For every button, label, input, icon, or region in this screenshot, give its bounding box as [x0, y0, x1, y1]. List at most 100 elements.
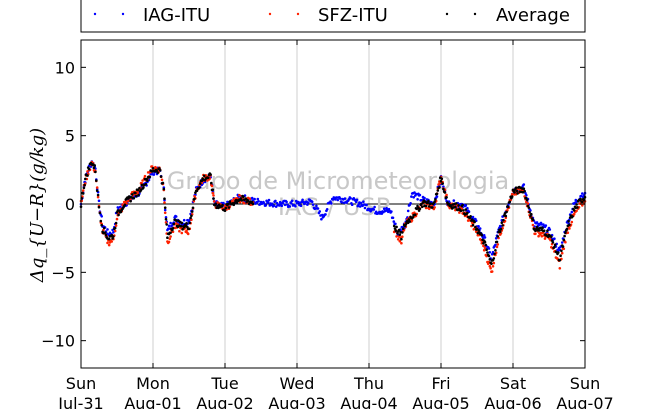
- data-point: [214, 202, 218, 206]
- data-point: [107, 243, 111, 247]
- data-point: [571, 215, 574, 218]
- data-point: [527, 206, 531, 209]
- data-point: [202, 174, 206, 178]
- x-tick-label-date: Aug-05: [412, 394, 469, 409]
- data-point: [212, 200, 216, 203]
- data-point: [325, 208, 329, 211]
- data-point: [461, 203, 464, 207]
- data-point: [510, 192, 514, 196]
- data-point: [359, 201, 363, 205]
- data-point: [146, 179, 149, 182]
- data-point: [510, 195, 514, 198]
- x-tick-label-date: Aug-04: [340, 394, 397, 409]
- data-point: [567, 220, 570, 223]
- data-point: [424, 206, 428, 210]
- data-point: [224, 206, 228, 210]
- data-point: [143, 174, 147, 178]
- data-point: [98, 211, 102, 215]
- data-point: [187, 227, 191, 231]
- data-point: [560, 249, 563, 253]
- data-point: [372, 208, 376, 211]
- data-point: [180, 221, 184, 225]
- data-point: [404, 223, 408, 226]
- data-point: [253, 197, 256, 201]
- data-point: [433, 206, 436, 209]
- data-point: [416, 204, 419, 208]
- data-point: [141, 179, 144, 182]
- data-point: [525, 198, 529, 202]
- y-tick-label: 0: [65, 195, 75, 214]
- data-point: [435, 192, 439, 196]
- data-point: [171, 227, 175, 230]
- data-point: [494, 243, 497, 247]
- data-point: [161, 181, 165, 185]
- data-point: [163, 206, 167, 209]
- data-point: [566, 231, 570, 234]
- data-point: [581, 204, 584, 207]
- data-point: [354, 200, 358, 204]
- data-point: [483, 236, 487, 239]
- data-point: [210, 184, 214, 188]
- data-point: [431, 206, 434, 209]
- data-point: [579, 197, 582, 201]
- data-point: [116, 206, 120, 209]
- x-tick-label-date: Aug-01: [124, 394, 181, 409]
- data-point: [466, 211, 469, 215]
- y-tick-label: −10: [41, 332, 75, 351]
- legend-entry-iag-itu: IAG-ITU: [93, 5, 210, 26]
- data-point: [226, 202, 230, 206]
- data-point: [83, 183, 86, 187]
- data-point: [87, 167, 91, 171]
- data-point: [338, 197, 342, 200]
- data-point: [178, 229, 181, 233]
- data-point: [266, 201, 270, 204]
- data-point: [272, 204, 276, 207]
- data-point: [572, 209, 576, 212]
- data-point: [546, 229, 549, 233]
- data-point: [427, 207, 431, 211]
- data-point: [505, 210, 508, 214]
- data-point: [316, 207, 320, 210]
- data-point: [436, 189, 440, 192]
- data-point: [92, 166, 96, 170]
- data-point: [164, 217, 168, 221]
- data-point: [558, 258, 562, 262]
- x-tick-label-date: Aug-03: [268, 394, 325, 409]
- data-point: [336, 198, 340, 202]
- data-point: [530, 212, 533, 216]
- data-point: [411, 216, 415, 219]
- x-tick-label-date: Aug-02: [196, 394, 253, 409]
- data-point: [544, 224, 548, 227]
- data-point: [526, 202, 530, 205]
- data-point: [180, 231, 184, 235]
- data-point: [490, 270, 494, 273]
- data-point: [394, 222, 397, 226]
- data-point: [487, 247, 491, 250]
- data-point: [188, 221, 192, 225]
- data-point: [418, 207, 422, 211]
- data-point: [156, 171, 160, 175]
- data-point: [561, 245, 565, 248]
- data-point: [495, 240, 499, 244]
- data-point: [164, 216, 168, 219]
- data-point: [427, 199, 430, 203]
- data-point: [163, 211, 167, 215]
- legend-marker-sfz-itu-2: [296, 12, 300, 16]
- data-point: [440, 177, 444, 181]
- data-point: [565, 227, 569, 231]
- data-point: [132, 197, 136, 200]
- x-tick-label-date: Aug-06: [484, 394, 541, 409]
- data-point: [190, 210, 194, 213]
- data-point: [553, 243, 557, 246]
- data-point: [163, 197, 166, 200]
- data-point: [290, 202, 293, 205]
- legend-marker-iag-itu-1: [93, 12, 97, 16]
- data-point: [429, 202, 433, 205]
- data-point: [523, 190, 526, 193]
- data-point: [508, 200, 512, 204]
- data-point: [553, 245, 556, 249]
- data-point: [160, 178, 164, 182]
- data-point: [103, 231, 107, 234]
- data-point: [294, 205, 297, 208]
- y-axis-label: Δq_{U−R}(g/kg): [27, 128, 48, 283]
